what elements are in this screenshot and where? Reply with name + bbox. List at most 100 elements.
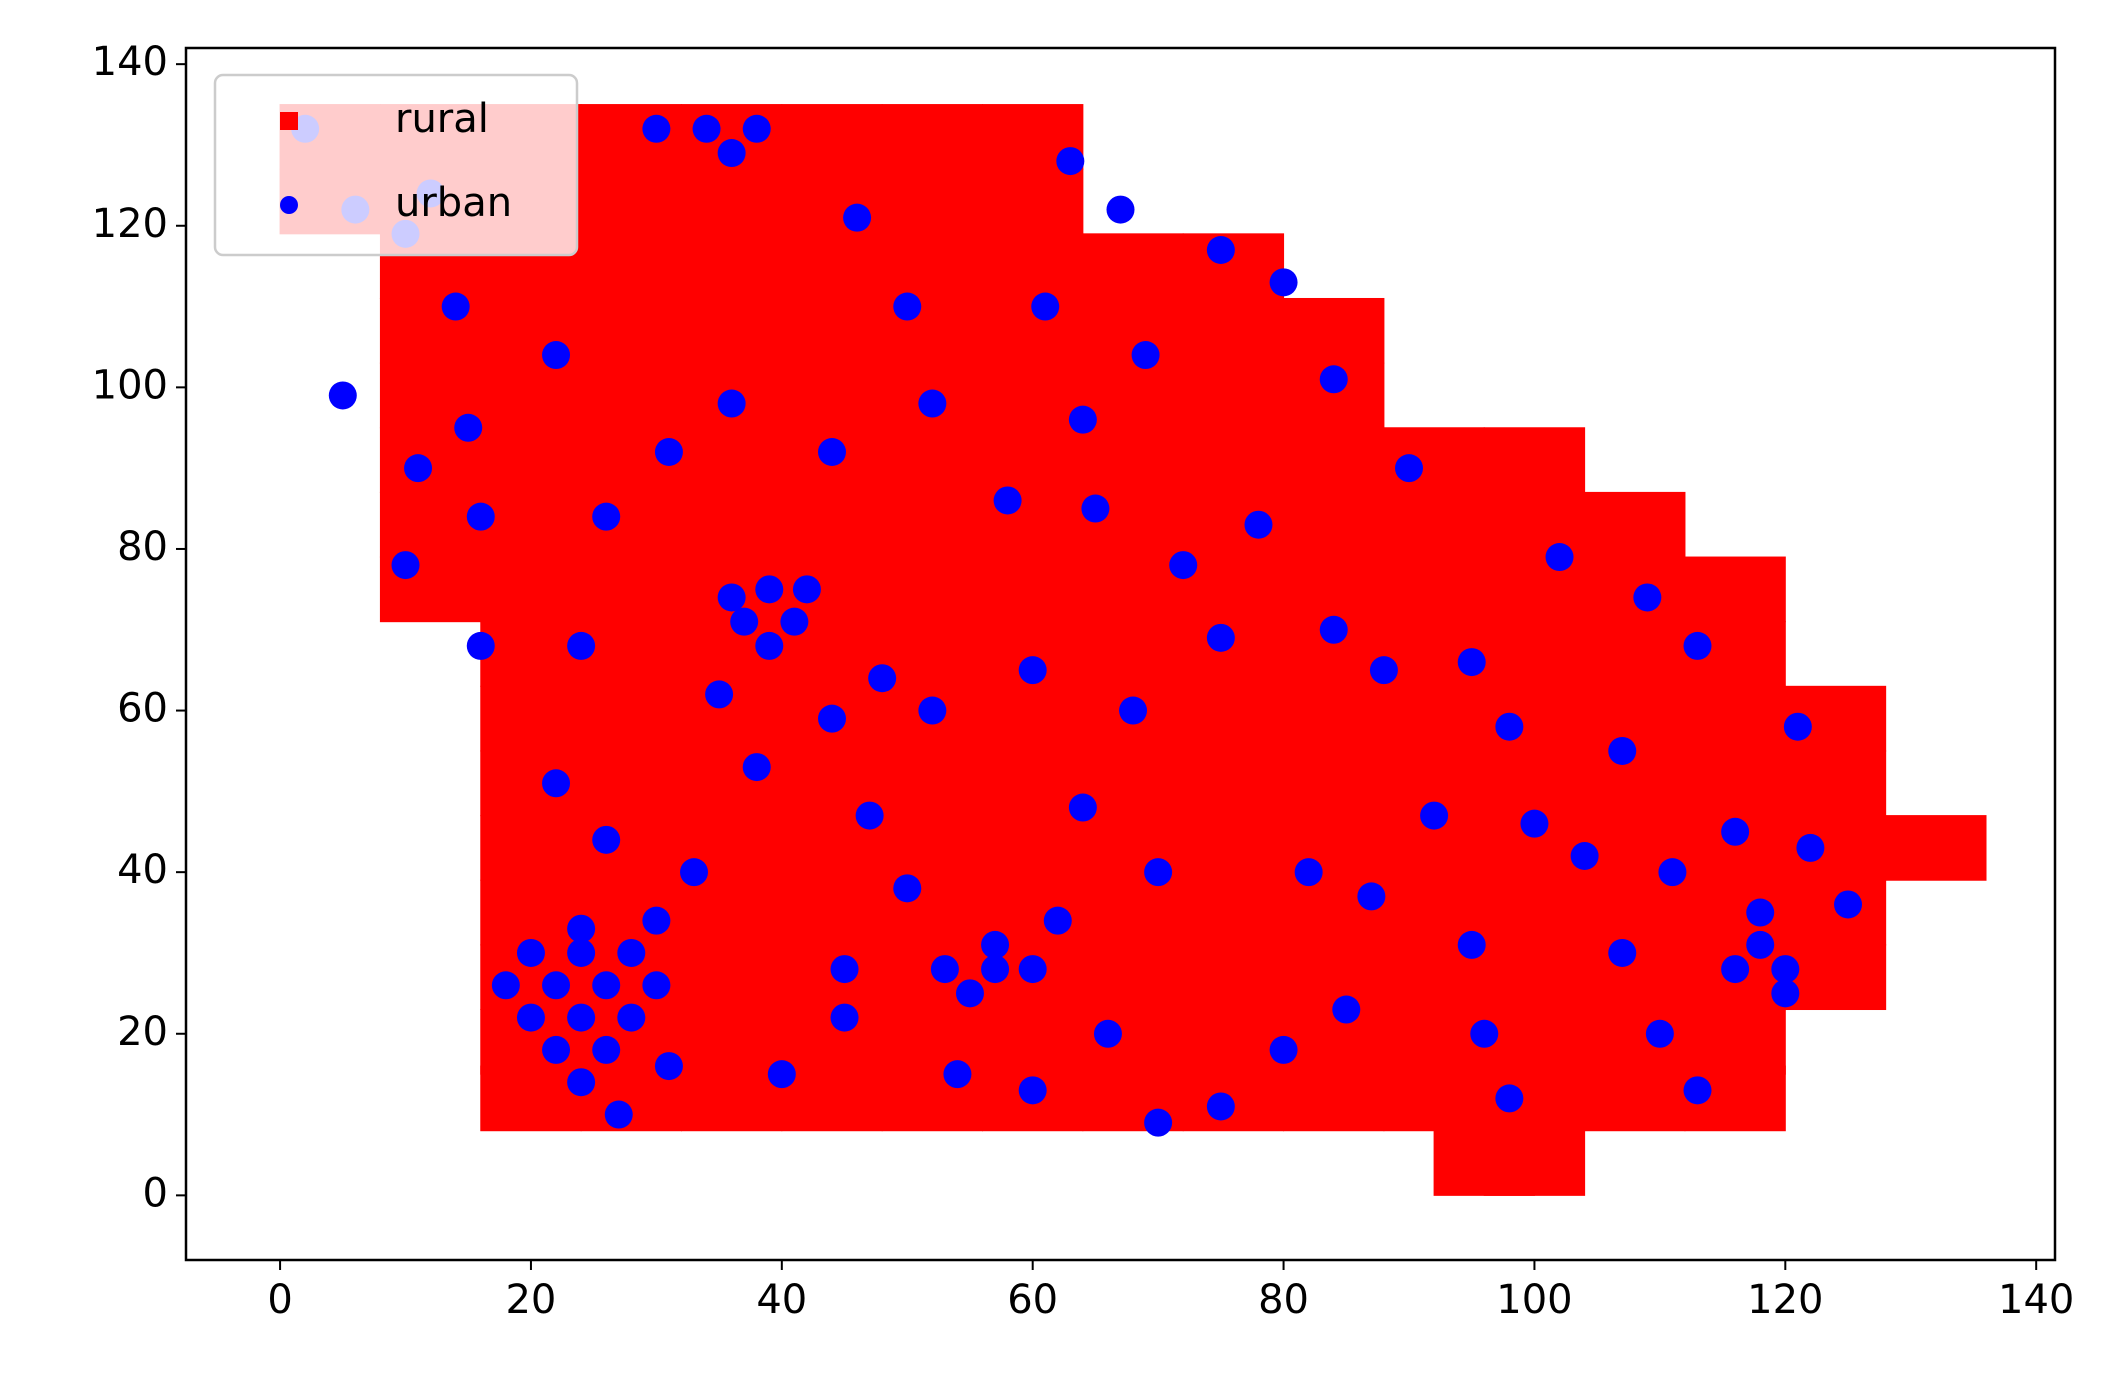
rural-point bbox=[680, 879, 783, 946]
urban-point bbox=[1269, 1035, 1298, 1064]
urban-point bbox=[1796, 833, 1825, 862]
rural-point bbox=[1283, 750, 1385, 817]
urban-point bbox=[328, 381, 357, 410]
rural-point bbox=[1182, 879, 1285, 946]
rural-point bbox=[1383, 491, 1485, 558]
urban-point bbox=[893, 874, 922, 903]
rural-point bbox=[982, 233, 1084, 299]
rural-point bbox=[680, 944, 783, 1011]
rural-point bbox=[1182, 427, 1285, 493]
urban-point bbox=[592, 825, 621, 854]
urban-point bbox=[1683, 631, 1712, 660]
urban-point bbox=[1721, 955, 1750, 984]
urban-point bbox=[1783, 712, 1812, 741]
urban-point bbox=[654, 438, 683, 466]
urban-point bbox=[441, 292, 470, 321]
urban-point bbox=[830, 1003, 859, 1032]
rural-point bbox=[1283, 556, 1385, 623]
urban-point bbox=[1018, 1076, 1047, 1105]
urban-point bbox=[792, 575, 821, 604]
urban-point bbox=[717, 139, 746, 168]
urban-point bbox=[1771, 955, 1800, 984]
rural-point bbox=[982, 815, 1084, 881]
urban-point bbox=[516, 938, 545, 967]
urban-point bbox=[542, 341, 571, 370]
rural-point bbox=[1182, 815, 1285, 881]
urban-point bbox=[1545, 543, 1574, 572]
rural-point bbox=[1283, 491, 1385, 558]
rural-point bbox=[1182, 750, 1285, 817]
urban-point bbox=[454, 413, 483, 442]
rural-point bbox=[680, 427, 783, 493]
urban-point bbox=[1319, 365, 1348, 394]
urban-point bbox=[855, 801, 884, 830]
urban-point bbox=[918, 389, 947, 418]
x-tick-label: 140 bbox=[1998, 1277, 2074, 1323]
rural-point bbox=[680, 1065, 783, 1132]
rural-point bbox=[1082, 233, 1184, 299]
urban-point bbox=[755, 575, 784, 604]
rural-point bbox=[1283, 944, 1385, 1011]
urban-point bbox=[1495, 712, 1524, 741]
rural-point bbox=[881, 750, 984, 817]
urban-point bbox=[1144, 858, 1173, 887]
urban-point bbox=[1470, 1019, 1499, 1048]
urban-point bbox=[830, 955, 859, 984]
rural-point bbox=[680, 297, 783, 364]
rural-point bbox=[580, 621, 682, 687]
rural-point bbox=[1584, 1065, 1686, 1132]
urban-point bbox=[1294, 858, 1323, 887]
urban-point bbox=[617, 1003, 646, 1032]
urban-point bbox=[1645, 1019, 1674, 1048]
rural-point bbox=[1283, 685, 1385, 752]
urban-point bbox=[1633, 583, 1662, 612]
x-tick-label: 80 bbox=[1258, 1277, 1309, 1323]
rural-point bbox=[480, 879, 582, 946]
legend-label: urban bbox=[395, 180, 512, 226]
rural-point bbox=[1885, 815, 1987, 881]
rural-point bbox=[1283, 1065, 1385, 1132]
x-tick-label: 20 bbox=[505, 1277, 556, 1323]
urban-point bbox=[567, 1003, 596, 1032]
urban-point bbox=[1608, 736, 1637, 765]
rural-point bbox=[1483, 944, 1586, 1011]
urban-point bbox=[1495, 1084, 1524, 1113]
rural-point bbox=[781, 362, 883, 429]
rural-point bbox=[1182, 1009, 1285, 1075]
urban-point bbox=[542, 1035, 571, 1064]
rural-point bbox=[881, 233, 984, 299]
rural-point bbox=[1684, 685, 1786, 752]
urban-point bbox=[1395, 454, 1424, 483]
rural-point bbox=[781, 879, 883, 946]
urban-point bbox=[893, 292, 922, 321]
rural-point bbox=[1182, 233, 1285, 299]
urban-point bbox=[567, 1068, 596, 1097]
legend-label: rural bbox=[395, 96, 489, 142]
rural-point bbox=[1483, 1130, 1586, 1196]
rural-point bbox=[1082, 944, 1184, 1011]
urban-point bbox=[516, 1003, 545, 1032]
urban-point bbox=[993, 486, 1022, 515]
urban-point bbox=[567, 914, 596, 943]
urban-point bbox=[1269, 268, 1298, 297]
rural-point bbox=[1584, 879, 1686, 946]
rural-point bbox=[1784, 750, 1887, 817]
urban-point bbox=[817, 704, 846, 733]
urban-point bbox=[767, 1060, 796, 1089]
urban-point bbox=[1746, 898, 1775, 927]
urban-point bbox=[1018, 656, 1047, 685]
urban-point bbox=[1746, 930, 1775, 959]
rural-point bbox=[982, 168, 1084, 235]
urban-point bbox=[1206, 623, 1235, 652]
rural-point bbox=[1383, 685, 1485, 752]
urban-point bbox=[466, 502, 495, 531]
rural-point bbox=[1283, 297, 1385, 364]
urban-point bbox=[1357, 882, 1386, 911]
rural-point bbox=[1584, 685, 1686, 752]
legend-box bbox=[213, 73, 579, 257]
y-tick-label: 0 bbox=[143, 1170, 168, 1216]
urban-point bbox=[955, 979, 984, 1008]
rural-point bbox=[480, 362, 582, 429]
urban-point bbox=[592, 971, 621, 1000]
urban-point bbox=[1520, 809, 1549, 838]
